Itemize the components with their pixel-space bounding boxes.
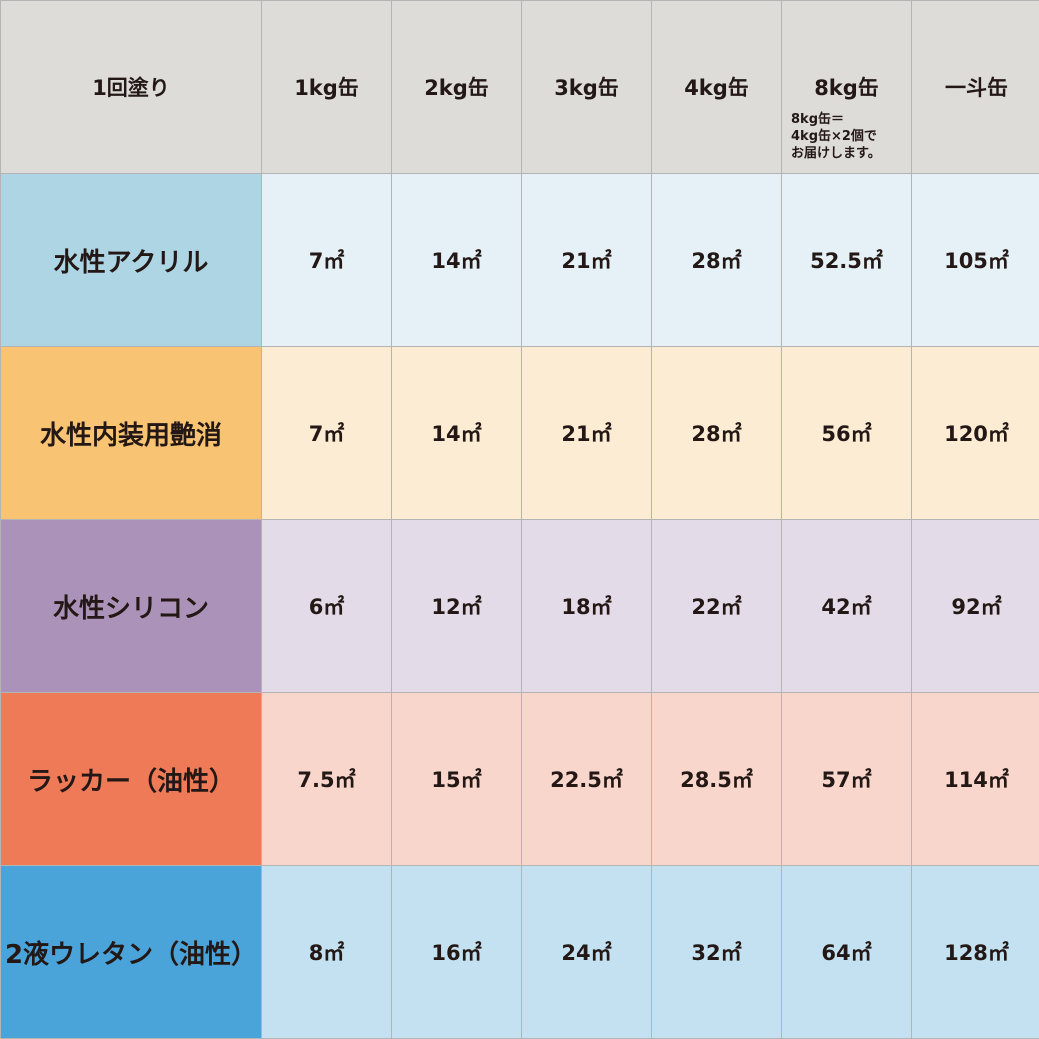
column-header: 2kg缶 — [391, 0, 522, 174]
note-line: お届けします。 — [791, 146, 881, 161]
table-row: 水性内装用艶消 7㎡ 14㎡ 21㎡ 28㎡ 56㎡ 120㎡ — [0, 346, 1039, 520]
column-header: 3kg缶 — [521, 0, 652, 174]
coverage-cell: 105㎡ — [911, 173, 1039, 347]
coverage-cell: 128㎡ — [911, 865, 1039, 1039]
coverage-cell: 56㎡ — [781, 346, 912, 520]
coverage-cell: 7㎡ — [261, 173, 392, 347]
coverage-cell: 52.5㎡ — [781, 173, 912, 347]
coverage-cell: 14㎡ — [391, 346, 522, 520]
corner-header: 1回塗り — [0, 0, 262, 174]
header-row: 1回塗り 1kg缶 2kg缶 3kg缶 4kg缶 8kg缶 8kg缶＝ 4kg缶… — [0, 0, 1039, 174]
row-label: 2液ウレタン（油性） — [0, 865, 262, 1039]
coverage-cell: 120㎡ — [911, 346, 1039, 520]
table-row: 2液ウレタン（油性） 8㎡ 16㎡ 24㎡ 32㎡ 64㎡ 128㎡ — [0, 865, 1039, 1039]
coverage-cell: 92㎡ — [911, 519, 1039, 693]
coverage-cell: 18㎡ — [521, 519, 652, 693]
coverage-cell: 32㎡ — [651, 865, 782, 1039]
note-line: 4kg缶×2個で — [791, 129, 877, 144]
column-header-8kg: 8kg缶 8kg缶＝ 4kg缶×2個で お届けします。 — [781, 0, 912, 174]
coverage-cell: 28.5㎡ — [651, 692, 782, 866]
coverage-cell: 21㎡ — [521, 346, 652, 520]
table-row: 水性アクリル 7㎡ 14㎡ 21㎡ 28㎡ 52.5㎡ 105㎡ — [0, 173, 1039, 347]
row-label: 水性内装用艶消 — [0, 346, 262, 520]
coverage-cell: 28㎡ — [651, 346, 782, 520]
column-header: 1kg缶 — [261, 0, 392, 174]
note-line: 8kg缶＝ — [791, 112, 844, 127]
row-label: 水性シリコン — [0, 519, 262, 693]
8kg-note: 8kg缶＝ 4kg缶×2個で お届けします。 — [791, 111, 881, 162]
column-header-label: 8kg缶 — [814, 76, 879, 100]
coverage-cell: 14㎡ — [391, 173, 522, 347]
coverage-cell: 42㎡ — [781, 519, 912, 693]
row-label: ラッカー（油性） — [0, 692, 262, 866]
coverage-cell: 7㎡ — [261, 346, 392, 520]
coverage-cell: 114㎡ — [911, 692, 1039, 866]
column-header: 一斗缶 — [911, 0, 1039, 174]
coverage-cell: 15㎡ — [391, 692, 522, 866]
row-label: 水性アクリル — [0, 173, 262, 347]
coverage-cell: 28㎡ — [651, 173, 782, 347]
coverage-cell: 12㎡ — [391, 519, 522, 693]
column-header: 4kg缶 — [651, 0, 782, 174]
coverage-cell: 7.5㎡ — [261, 692, 392, 866]
coverage-cell: 64㎡ — [781, 865, 912, 1039]
coverage-cell: 16㎡ — [391, 865, 522, 1039]
coverage-cell: 22㎡ — [651, 519, 782, 693]
table-row: ラッカー（油性） 7.5㎡ 15㎡ 22.5㎡ 28.5㎡ 57㎡ 114㎡ — [0, 692, 1039, 866]
coverage-cell: 8㎡ — [261, 865, 392, 1039]
coverage-cell: 57㎡ — [781, 692, 912, 866]
table-row: 水性シリコン 6㎡ 12㎡ 18㎡ 22㎡ 42㎡ 92㎡ — [0, 519, 1039, 693]
coverage-cell: 21㎡ — [521, 173, 652, 347]
coverage-cell: 6㎡ — [261, 519, 392, 693]
coverage-cell: 24㎡ — [521, 865, 652, 1039]
coverage-cell: 22.5㎡ — [521, 692, 652, 866]
